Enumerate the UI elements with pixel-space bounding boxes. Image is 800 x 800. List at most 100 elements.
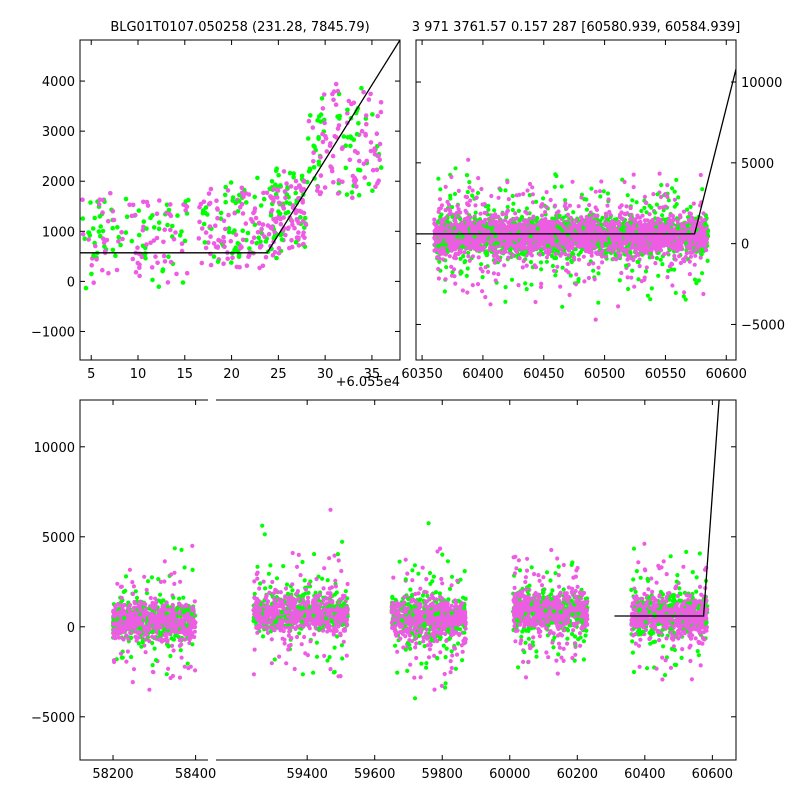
data-point: [432, 229, 437, 234]
data-point: [240, 228, 245, 233]
data-point: [601, 189, 606, 194]
data-point: [156, 284, 162, 290]
data-point: [137, 265, 142, 271]
data-point: [526, 246, 531, 251]
data-point: [624, 263, 629, 268]
data-point: [300, 200, 306, 205]
data-point: [535, 226, 540, 231]
data-point: [479, 262, 484, 267]
data-point: [364, 121, 369, 127]
data-point: [587, 202, 592, 208]
data-point: [535, 222, 540, 227]
data-point: [156, 226, 162, 232]
data-point: [698, 172, 703, 178]
data-point: [183, 208, 188, 213]
data-point: [324, 149, 330, 154]
data-point: [653, 210, 658, 215]
data-point: [558, 284, 563, 289]
data-point: [206, 201, 212, 207]
data-point: [503, 299, 508, 304]
data-point: [652, 228, 658, 233]
data-point: [610, 249, 615, 254]
data-point: [483, 217, 488, 222]
data-point: [586, 275, 592, 281]
data-point: [621, 224, 626, 229]
data-point: [574, 272, 579, 277]
data-point: [370, 112, 375, 117]
data-point: [549, 235, 554, 240]
data-point: [643, 269, 649, 274]
data-point: [182, 238, 188, 244]
data-point: [570, 246, 575, 251]
data-point: [480, 289, 485, 294]
data-point: [215, 244, 221, 249]
data-point: [443, 184, 448, 189]
data-point: [543, 250, 548, 255]
data-point: [490, 213, 495, 218]
data-point: [205, 212, 210, 217]
data-point: [135, 260, 141, 266]
data-point: [565, 261, 570, 266]
data-point: [307, 166, 313, 172]
data-point: [505, 180, 510, 185]
data-point: [244, 263, 250, 269]
data-point: [120, 236, 125, 242]
data-point: [505, 237, 510, 242]
data-point: [303, 222, 309, 227]
data-point: [270, 253, 276, 258]
data-point: [315, 184, 321, 190]
data-point: [514, 227, 519, 232]
data-point: [467, 185, 472, 190]
data-point: [154, 235, 160, 241]
data-point: [296, 196, 301, 201]
data-point: [560, 223, 565, 228]
data-point: [587, 238, 592, 243]
data-point: [171, 237, 177, 242]
data-point: [337, 113, 343, 119]
data-point: [162, 259, 168, 264]
data-point: [274, 255, 279, 261]
data-point: [301, 178, 307, 184]
data-point: [514, 224, 519, 229]
data-point: [600, 249, 605, 254]
data-point: [179, 229, 184, 234]
data-point: [361, 161, 367, 167]
data-point: [632, 237, 637, 242]
data-point: [298, 215, 303, 220]
data-point: [552, 184, 557, 189]
data-point: [693, 253, 698, 258]
data-point: [679, 229, 684, 234]
data-point: [240, 237, 246, 243]
data-point: [563, 198, 568, 203]
data-point: [155, 260, 160, 266]
data-point: [284, 181, 289, 186]
data-point: [316, 135, 321, 140]
data-point: [673, 290, 678, 295]
data-point: [292, 225, 297, 231]
data-point: [144, 199, 150, 205]
data-point: [653, 261, 658, 266]
data-point: [466, 157, 471, 162]
data-point: [465, 290, 470, 295]
data-point: [251, 235, 257, 240]
data-point: [368, 140, 374, 145]
data-point: [566, 240, 571, 245]
data-point: [670, 283, 675, 288]
data-point: [628, 250, 633, 255]
data-point: [378, 100, 384, 105]
data-point: [136, 208, 142, 213]
data-point: [697, 243, 702, 248]
data-point: [666, 219, 671, 224]
data-point: [582, 279, 587, 284]
data-point: [509, 277, 515, 282]
data-point: [293, 190, 299, 196]
data-point: [160, 267, 166, 272]
data-point: [498, 187, 503, 193]
data-point: [268, 194, 273, 199]
data-point: [203, 230, 209, 235]
data-point: [351, 137, 357, 142]
data-point: [636, 252, 641, 257]
data-point: [211, 241, 217, 246]
data-point: [692, 277, 698, 282]
